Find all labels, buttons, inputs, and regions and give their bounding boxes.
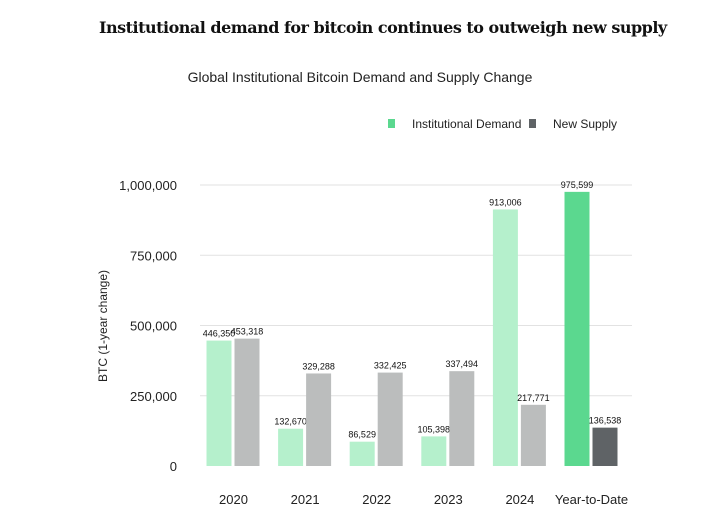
bar-demand (492, 209, 518, 466)
headline: Institutional demand for bitcoin continu… (99, 18, 667, 37)
bar-supply (449, 371, 475, 466)
bar-demand (564, 191, 590, 466)
data-label: 337,494 (446, 359, 479, 369)
data-label: 446,350 (203, 329, 236, 339)
bar-demand (278, 428, 304, 466)
bar-supply (520, 404, 546, 466)
data-label: 975,599 (561, 180, 594, 190)
data-label: 332,425 (374, 361, 407, 371)
y-tick-label: 250,000 (130, 389, 177, 404)
legend-label: New Supply (553, 117, 617, 131)
y-tick-label: 750,000 (130, 248, 177, 263)
data-label: 136,538 (589, 416, 622, 426)
bar-supply (306, 373, 332, 466)
x-tick-label: Year-to-Date (555, 492, 628, 507)
chart-title: Global Institutional Bitcoin Demand and … (188, 69, 533, 85)
y-tick-label: 1,000,000 (119, 178, 177, 193)
data-label: 132,670 (274, 417, 307, 427)
y-axis-label: BTC (1-year change) (96, 270, 110, 382)
data-label: 453,318 (231, 327, 264, 337)
bar-supply (592, 427, 618, 466)
x-tick-label: 2023 (434, 492, 463, 507)
y-tick-label: 500,000 (130, 319, 177, 334)
bar-demand (421, 436, 447, 466)
bar-supply (234, 338, 260, 466)
data-label: 913,006 (489, 197, 522, 207)
data-label: 105,398 (418, 424, 451, 434)
x-tick-label: 2021 (291, 492, 320, 507)
bar-demand (206, 340, 232, 466)
legend-label: Institutional Demand (412, 117, 521, 131)
y-tick-label: 0 (170, 459, 177, 474)
data-label: 86,529 (348, 430, 376, 440)
x-tick-label: 2020 (219, 492, 248, 507)
legend-swatch (388, 119, 395, 128)
bar-demand (349, 441, 375, 466)
x-tick-label: 2024 (505, 492, 534, 507)
x-tick-label: 2022 (362, 492, 391, 507)
data-label: 217,771 (517, 393, 550, 403)
data-label: 329,288 (302, 361, 335, 371)
bar-supply (377, 372, 403, 466)
legend-swatch (529, 119, 536, 128)
